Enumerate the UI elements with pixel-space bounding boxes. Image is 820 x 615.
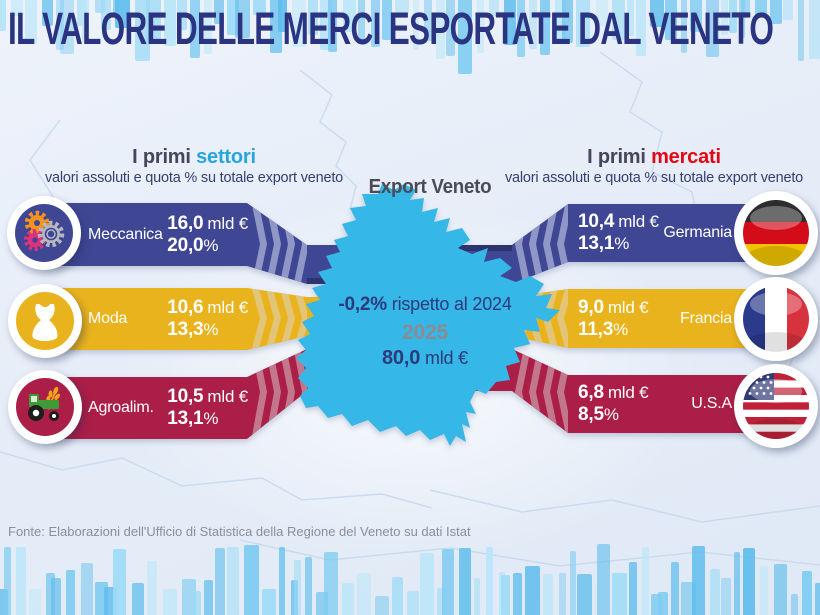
france-flag-icon [743,286,809,352]
page-title: IL VALORE DELLE MERCI ESPORTATE DAL VENE… [8,3,774,54]
francia-badge [734,277,818,361]
market-share: 11,3 [578,318,614,340]
top-bars [0,0,820,80]
market-value: 9,0 [578,296,604,318]
markets-header-title: I primi mercati [488,146,820,169]
market-row-francia: 9,0 mld € 11,3% Francia [578,289,732,348]
markets-header-prefix: I primi [587,146,652,168]
markets-header: I primi mercati valori assoluti e quota … [488,146,820,186]
bottom-bars [0,515,820,615]
market-share: 13,1 [578,233,615,254]
sector-values: 10,6 mld € 13,3% [167,297,248,341]
usa-flag-icon [743,373,809,439]
sectors-header-title: I primi settori [28,146,360,169]
center-stats: -0,2% rispetto al 2024 2025 80,0 mld € [318,294,532,370]
germania-badge [734,191,818,275]
market-label: Francia [680,309,732,327]
market-values: 6,8 mld € 8,5% [578,382,649,426]
sector-label: Moda [88,310,128,327]
market-unit: mld € [618,212,659,231]
sector-label: Agroalim. [88,399,154,416]
dress-icon [16,292,74,350]
market-values: 9,0 mld € 11,3% [578,296,649,341]
sector-value: 16,0 [167,212,204,234]
usa-badge [734,364,818,448]
sector-values: 10,5 mld € 13,1% [167,386,248,430]
sector-label: Meccanica [88,225,163,243]
sector-share: 13,1 [167,408,204,429]
veneto-map-shape [296,184,560,446]
markets-header-highlight: mercati [651,146,721,168]
market-share: 8,5 [578,404,604,425]
agroalimentare-badge [8,370,82,444]
sector-share-unit: % [203,235,219,255]
market-values: 10,4 mld € 13,1% [578,211,659,255]
sector-share: 13,3 [167,319,204,340]
meccanica-badge [7,196,81,270]
markets-header-subtitle: valori assoluti e quota % su totale expo… [504,170,804,186]
market-label: Germania [663,224,732,241]
sector-row-moda: Moda 10,6 mld € 13,3% [88,288,248,350]
sector-value: 10,6 [167,297,204,318]
year-label: 2025 [402,321,448,344]
market-unit: mld € [607,383,649,402]
germany-flag-icon [743,200,809,266]
sectors-header-subtitle: valori assoluti e quota % su totale expo… [44,170,344,186]
market-value: 10,4 [578,211,615,232]
market-row-germania: 10,4 mld € 13,1% Germania [578,204,732,262]
sectors-header-highlight: settori [196,146,256,168]
market-label: U.S.A [691,395,732,412]
market-value: 6,8 [578,382,604,403]
moda-badge [8,284,82,358]
sector-values: 16,0 mld € 20,0% [167,213,248,257]
delta-value: -0,2% [338,294,387,315]
sector-row-meccanica: Meccanica 16,0 mld € 20,0% [88,203,248,266]
sectors-header: I primi settori valori assoluti e quota … [28,146,360,186]
market-unit: mld € [607,297,649,317]
delta-label: rispetto al 2024 [386,294,512,314]
gears-icon [15,204,73,262]
total-unit: mld € [424,348,468,368]
market-share-unit: % [613,319,629,339]
source-note: Fonte: Elaborazioni dell'Ufficio di Stat… [8,524,471,539]
market-share-unit: % [614,234,630,253]
sector-unit: mld € [207,213,248,233]
market-row-usa: 6,8 mld € 8,5% U.S.A [578,375,732,433]
total-value: 80,0 [382,347,421,369]
sector-value: 10,5 [167,386,204,407]
sector-unit: mld € [207,387,248,406]
map-title: Export Veneto [368,176,492,198]
total-line: 80,0 mld € [318,347,532,370]
sector-share-unit: % [203,409,219,428]
sector-unit: mld € [207,298,248,317]
market-share-unit: % [603,405,619,424]
sector-share-unit: % [203,320,219,339]
sector-share: 20,0 [167,234,204,256]
delta-line: -0,2% rispetto al 2024 [318,294,532,316]
tractor-icon [16,378,74,436]
sector-row-agroalimentare: Agroalim. 10,5 mld € 13,1% [88,377,248,439]
sectors-header-prefix: I primi [132,146,197,168]
